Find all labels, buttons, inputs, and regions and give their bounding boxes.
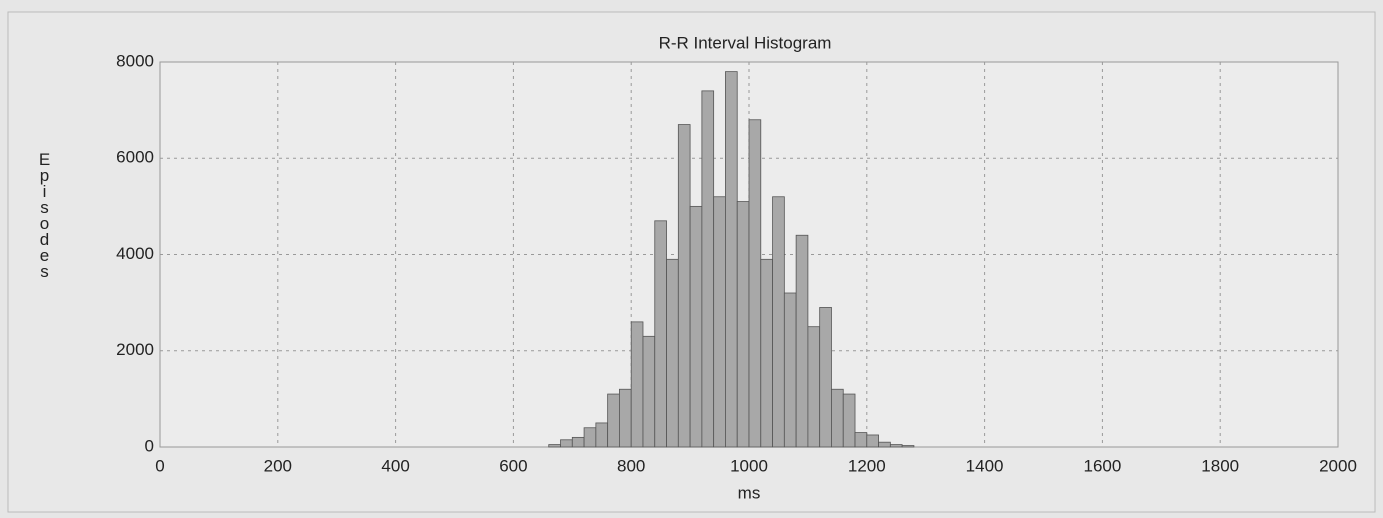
histogram-bar <box>725 71 738 448</box>
x-tick-label: 600 <box>499 456 527 475</box>
histogram-bar <box>571 436 585 448</box>
x-tick-label: 400 <box>381 456 409 475</box>
x-tick-label: 1400 <box>966 456 1004 475</box>
histogram-bar <box>795 234 809 448</box>
x-tick-label: 1000 <box>730 456 768 475</box>
y-tick-label: 8000 <box>116 51 154 70</box>
x-axis-label: ms <box>738 483 761 502</box>
histogram-bar <box>901 445 915 448</box>
histogram-bar <box>607 393 620 448</box>
histogram-bar <box>760 258 773 448</box>
y-axis-label: Episodes <box>35 150 54 278</box>
chart-title: R-R Interval Histogram <box>659 33 832 52</box>
y-tick-label: 0 <box>145 436 154 455</box>
histogram-bar <box>736 201 750 448</box>
x-tick-label: 200 <box>264 456 292 475</box>
histogram-bar <box>701 90 715 448</box>
y-tick-label: 4000 <box>116 244 154 263</box>
histogram-bar <box>619 388 632 448</box>
histogram-bar <box>783 292 797 448</box>
x-tick-label: 1200 <box>848 456 886 475</box>
histogram-bar <box>748 119 762 448</box>
histogram-bar <box>654 220 667 448</box>
x-tick-label: 2000 <box>1319 456 1357 475</box>
histogram-bar <box>583 427 597 448</box>
histogram-bar <box>560 439 573 448</box>
histogram-bar <box>677 124 691 448</box>
histogram-bar <box>854 432 868 448</box>
histogram-bar <box>689 205 703 448</box>
histogram-bar <box>831 388 844 448</box>
histogram-bar <box>889 444 903 448</box>
x-tick-label: 800 <box>617 456 645 475</box>
histogram-bar <box>866 434 879 448</box>
histogram-bar <box>819 307 832 448</box>
histogram-bar <box>842 393 856 448</box>
histogram-bar <box>642 335 656 448</box>
x-tick-label: 0 <box>155 456 164 475</box>
histogram-bar <box>878 441 891 448</box>
x-tick-label: 1600 <box>1083 456 1121 475</box>
histogram-bar <box>630 321 644 448</box>
histogram-bar <box>666 258 679 448</box>
histogram-bar <box>548 444 561 448</box>
x-tick-label: 1800 <box>1201 456 1239 475</box>
y-tick-label: 2000 <box>116 340 154 359</box>
histogram-bar <box>595 422 609 448</box>
histogram-bar <box>713 196 726 448</box>
y-tick-label: 6000 <box>116 148 154 167</box>
histogram-bar <box>772 196 785 448</box>
histogram-bar <box>807 326 821 448</box>
